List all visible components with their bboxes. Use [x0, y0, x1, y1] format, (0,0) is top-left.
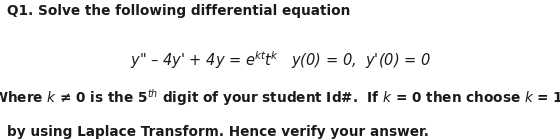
Text: Q1. Solve the following differential equation: Q1. Solve the following differential equ…	[7, 4, 351, 18]
Text: (Where $k$ ≠ 0 is the 5$^{th}$ digit of your student Id#.  If $k$ = 0 then choos: (Where $k$ ≠ 0 is the 5$^{th}$ digit of …	[0, 88, 560, 108]
Text: y" – 4y' + 4y = e$^{kt}$t$^{k}$   y(0) = 0,  y'(0) = 0: y" – 4y' + 4y = e$^{kt}$t$^{k}$ y(0) = 0…	[129, 49, 431, 71]
Text: by using Laplace Transform. Hence verify your answer.: by using Laplace Transform. Hence verify…	[7, 125, 429, 139]
